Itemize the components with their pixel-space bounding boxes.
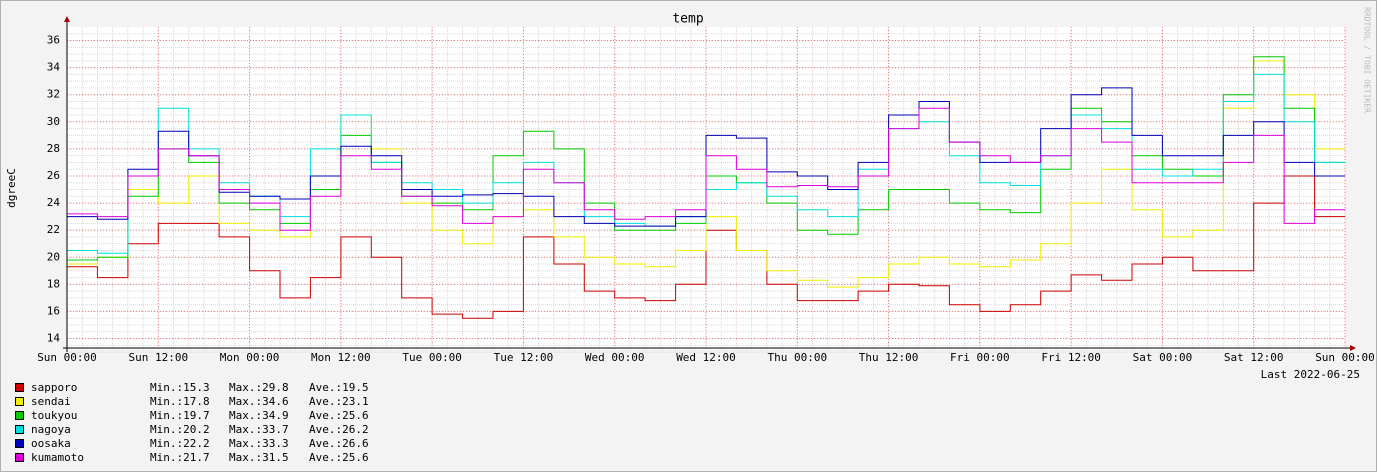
x-arrow <box>1350 345 1356 351</box>
x-tick-label: Mon 12:00 <box>311 351 371 364</box>
legend-label: kumamoto <box>31 451 84 464</box>
legend-label: sapporo <box>31 381 77 394</box>
watermark: RRDTOOL / TOBI OETIKER <box>1363 7 1372 113</box>
legend-swatch <box>15 453 24 462</box>
legend-swatch <box>15 439 24 448</box>
series-line <box>67 87 1345 227</box>
legend-stat: Ave.:25.6 <box>309 409 369 422</box>
legend-stat: Max.:34.6 <box>229 395 289 408</box>
series-line <box>67 107 1345 231</box>
legend-label: oosaka <box>31 437 71 450</box>
y-tick-label: 24 <box>47 196 61 209</box>
legend-stat: Ave.:23.1 <box>309 395 369 408</box>
x-tick-label: Thu 00:00 <box>767 351 827 364</box>
legend: sapporo Min.:15.3 Max.:29.8 Ave.:19.5 sendai… <box>15 381 369 464</box>
series-lines <box>67 56 1345 319</box>
legend-stat: Max.:31.5 <box>229 451 289 464</box>
y-tick-label: 28 <box>47 142 60 155</box>
y-axis-label: dgreeC <box>5 168 18 208</box>
legend-stat: Min.:15.3 <box>150 381 210 394</box>
legend-label: sendai <box>31 395 71 408</box>
series-line <box>67 175 1345 319</box>
legend-stat: Ave.:25.6 <box>309 451 369 464</box>
legend-stat: Max.:29.8 <box>229 381 289 394</box>
x-tick-label: Wed 12:00 <box>676 351 736 364</box>
y-tick-label: 16 <box>47 304 60 317</box>
y-arrow <box>64 16 70 22</box>
legend-stat: Max.:33.3 <box>229 437 289 450</box>
legend-stat: Ave.:26.6 <box>309 437 369 450</box>
y-tick-label: 30 <box>47 115 60 128</box>
x-tick-label: Fri 00:00 <box>950 351 1010 364</box>
y-tick-label: 26 <box>47 169 60 182</box>
x-tick-label: Wed 00:00 <box>585 351 645 364</box>
legend-stat: Min.:21.7 <box>150 451 210 464</box>
legend-stat: Min.:20.2 <box>150 423 210 436</box>
y-tick-label: 20 <box>47 250 60 263</box>
x-tick-label: Sat 12:00 <box>1224 351 1284 364</box>
legend-label: nagoya <box>31 423 71 436</box>
legend-swatch <box>15 425 24 434</box>
x-tick-label: Sun 12:00 <box>128 351 188 364</box>
legend-stat: Max.:34.9 <box>229 409 289 422</box>
x-tick-label: Tue 12:00 <box>494 351 554 364</box>
x-tick-label: Sat 00:00 <box>1133 351 1193 364</box>
legend-stat: Ave.:19.5 <box>309 381 369 394</box>
x-tick-label: Sun 00:00 <box>1315 351 1375 364</box>
legend-stat: Min.:19.7 <box>150 409 210 422</box>
legend-swatch <box>15 383 24 392</box>
y-tick-label: 36 <box>47 34 60 47</box>
y-tick-label: 14 <box>47 332 61 345</box>
footer: Last 2022-06-25 <box>1261 368 1360 381</box>
y-tick-label: 22 <box>47 223 60 236</box>
y-tick-label: 34 <box>47 61 61 74</box>
y-tick-label: 32 <box>47 88 60 101</box>
legend-label: toukyou <box>31 409 77 422</box>
axes <box>63 16 1356 352</box>
y-tick-label: 18 <box>47 277 60 290</box>
legend-swatch <box>15 397 24 406</box>
legend-stat: Ave.:26.2 <box>309 423 369 436</box>
x-tick-label: Thu 12:00 <box>859 351 919 364</box>
legend-stat: Min.:17.8 <box>150 395 210 408</box>
legend-stat: Min.:22.2 <box>150 437 210 450</box>
legend-stat: Max.:33.7 <box>229 423 289 436</box>
chart-title: temp <box>672 12 703 27</box>
x-tick-label: Sun 00:00 <box>37 351 97 364</box>
x-tick-label: Tue 00:00 <box>402 351 462 364</box>
x-tick-label: Fri 12:00 <box>1041 351 1101 364</box>
x-tick-label: Mon 00:00 <box>220 351 280 364</box>
legend-swatch <box>15 411 24 420</box>
